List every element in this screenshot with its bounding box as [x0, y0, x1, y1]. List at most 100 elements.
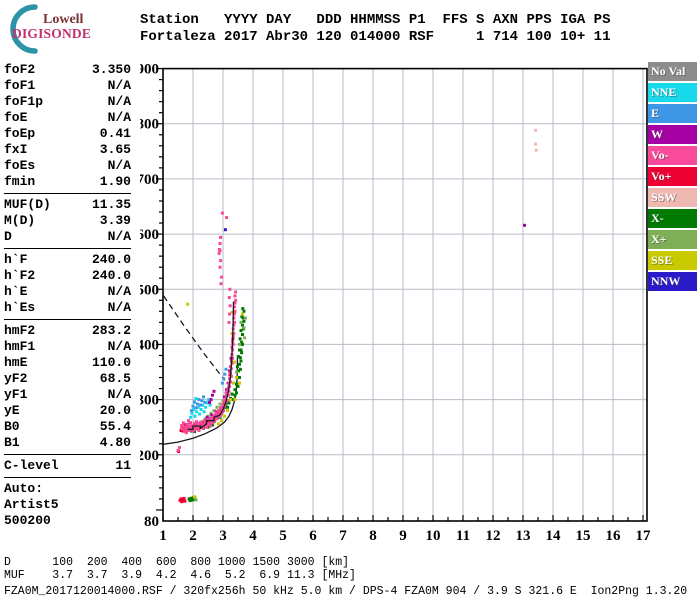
x-tick-label: 8 — [369, 528, 377, 544]
param-value: N/A — [107, 110, 131, 125]
legend-item-ssw: SSW — [648, 188, 697, 207]
param-row-md: M(D) 3.39 — [4, 213, 131, 229]
param-label: h`E — [4, 284, 28, 299]
legend-item-x-: X- — [648, 209, 697, 228]
filename-status-line: FZA0M_2017120014000.RSF / 320fx256h 50 k… — [4, 585, 688, 598]
param-label: foF1p — [4, 94, 44, 109]
y-tick-label: 800 — [140, 117, 159, 133]
legend-item-no-val: No Val — [648, 62, 697, 81]
fitted-o-trace — [187, 301, 235, 431]
legend-item-nne: NNE — [648, 83, 697, 102]
x-tick-label: 14 — [546, 528, 562, 544]
param-label: yF1 — [4, 387, 28, 402]
param-row-b1: B1 4.80 — [4, 435, 131, 451]
legend-item-nnw: NNW — [648, 272, 697, 291]
param-section: foF2 3.350 foF1 N/A foF1p N/A foE N/A foEp 0.41 fx… — [4, 62, 131, 194]
param-label: fxI — [4, 142, 28, 157]
param-value: 240.0 — [91, 268, 131, 283]
echo-series-e — [190, 367, 228, 413]
param-section: MUF(D) 11.35 M(D) 3.39 D N/A — [4, 197, 131, 249]
x-tick-label: 1 — [159, 528, 167, 544]
y-tick-label: 300 — [140, 393, 159, 409]
param-label: M(D) — [4, 213, 36, 228]
legend-item-sse: SSE — [648, 251, 697, 270]
param-label: h`F2 — [4, 268, 36, 283]
param-value: N/A — [107, 78, 131, 93]
param-row-auto: Auto: — [4, 481, 131, 497]
crescent-arc-icon — [10, 4, 38, 54]
param-row-d: D N/A — [4, 229, 131, 245]
param-value: 20.0 — [99, 403, 131, 418]
echo-series-nnw — [223, 228, 227, 232]
footer: D 100 200 400 600 800 1000 1500 3000 [km… — [4, 556, 687, 598]
plot-border — [162, 67, 648, 522]
echo-series-w — [204, 223, 526, 425]
param-label: fmin — [4, 174, 36, 189]
param-row-hmf2: hmF2 283.2 — [4, 323, 131, 339]
x-tick-label: 4 — [249, 528, 257, 544]
param-section: hmF2 283.2 hmF1 N/A hmE 110.0 yF2 68.5 yF1 N/A yE 2… — [4, 323, 131, 455]
param-row-artist5: Artist5 — [4, 497, 131, 513]
param-row-he: h`E N/A — [4, 284, 131, 300]
param-label: foEs — [4, 158, 36, 173]
param-label: D — [4, 229, 12, 244]
param-row-mufd: MUF(D) 11.35 — [4, 197, 131, 213]
param-value: N/A — [107, 284, 131, 299]
legend-item-x+: X+ — [648, 230, 697, 249]
param-row-foe: foE N/A — [4, 110, 131, 126]
param-label: B0 — [4, 419, 20, 434]
param-value: N/A — [107, 339, 131, 354]
param-row-fof1: foF1 N/A — [4, 78, 131, 94]
logo-text-lowell: Lowell — [43, 12, 84, 27]
param-row-500200: 500200 — [4, 513, 131, 529]
header-column-names: Station YYYY DAY DDD HHMMSS P1 FFS S AXN… — [140, 12, 611, 28]
x-tick-label: 3 — [219, 528, 227, 544]
param-value: 55.4 — [99, 419, 131, 434]
legend-item-e: E — [648, 104, 697, 123]
x-tick-label: 10 — [426, 528, 441, 544]
param-value: 3.39 — [99, 213, 131, 228]
param-value: 3.65 — [99, 142, 131, 157]
param-label: Auto: — [4, 481, 44, 496]
echo-status-legend: No Val NNE E W Vo- Vo+ SSW X- X+ SSE NNW — [648, 62, 697, 293]
param-label: 500200 — [4, 513, 51, 528]
param-row-fof2: foF2 3.350 — [4, 62, 131, 78]
param-value: 1.90 — [99, 174, 131, 189]
y-tick-label: 500 — [140, 282, 159, 298]
param-value: 3.350 — [91, 62, 131, 77]
param-value: N/A — [107, 300, 131, 315]
x-tick-label: 9 — [399, 528, 407, 544]
param-label: foE — [4, 110, 28, 125]
param-row-foes: foEs N/A — [4, 158, 131, 174]
param-label: yF2 — [4, 371, 28, 386]
param-row-fxi: fxI 3.65 — [4, 142, 131, 158]
param-row-foep: foEp 0.41 — [4, 126, 131, 142]
param-row-fof1p: foF1p N/A — [4, 94, 131, 110]
transmission-curve — [163, 295, 226, 381]
x-tick-label: 11 — [456, 528, 470, 544]
param-value: 240.0 — [91, 252, 131, 267]
param-label: MUF(D) — [4, 197, 51, 212]
y-tick-label: 900 — [140, 62, 159, 78]
x-tick-label: 12 — [486, 528, 501, 544]
param-value: 0.41 — [99, 126, 131, 141]
param-label: C-level — [4, 458, 59, 473]
x-tick-label: 13 — [516, 528, 531, 544]
param-label: foEp — [4, 126, 36, 141]
param-label: h`F — [4, 252, 28, 267]
param-label: foF2 — [4, 62, 36, 77]
param-value: 283.2 — [91, 323, 131, 338]
param-row-yf2: yF2 68.5 — [4, 371, 131, 387]
param-row-hf: h`F 240.0 — [4, 252, 131, 268]
param-value: 68.5 — [99, 371, 131, 386]
param-row-ye: yE 20.0 — [4, 403, 131, 419]
x-tick-label: 7 — [339, 528, 347, 544]
param-label: hmF2 — [4, 323, 36, 338]
param-row-c-level: C-level 11 — [4, 458, 131, 474]
param-label: yE — [4, 403, 20, 418]
param-label: hmE — [4, 355, 28, 370]
param-section: C-level 11 — [4, 458, 131, 478]
param-value: N/A — [107, 158, 131, 173]
measurement-header: Station YYYY DAY DDD HHMMSS P1 FFS S AXN… — [140, 12, 610, 46]
param-value: 4.80 — [99, 435, 131, 450]
